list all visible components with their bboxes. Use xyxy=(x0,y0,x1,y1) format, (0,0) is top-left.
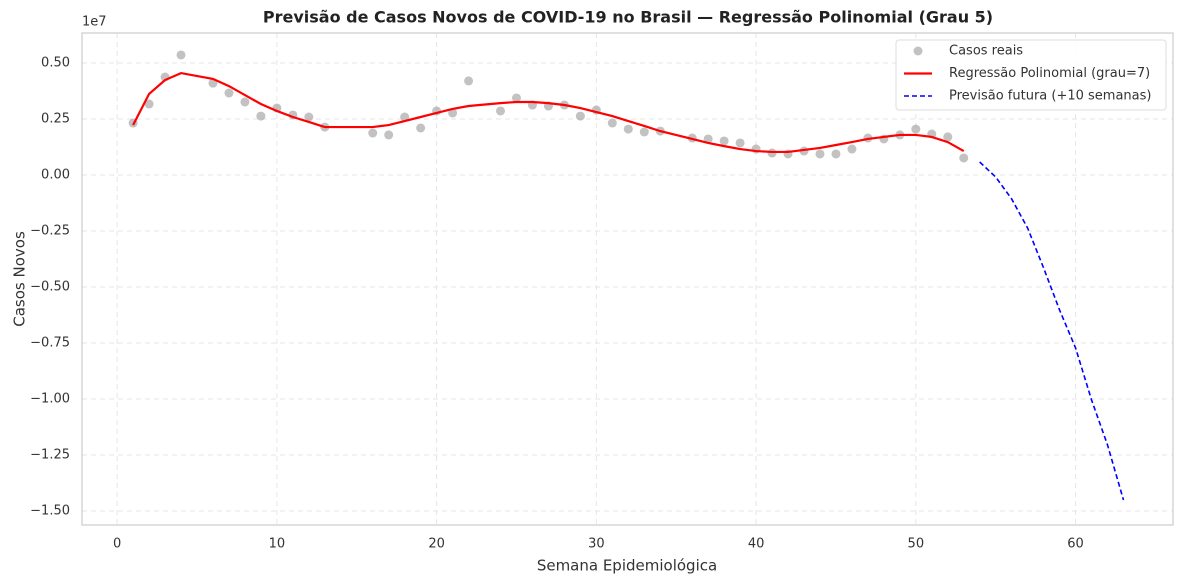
data-point xyxy=(384,130,394,140)
data-point xyxy=(256,111,266,121)
data-point xyxy=(831,149,841,159)
x-tick-label: 0 xyxy=(113,537,121,552)
data-point xyxy=(224,88,234,98)
x-axis-label: Semana Epidemiológica xyxy=(537,557,717,575)
legend-label: Casos reais xyxy=(949,44,1023,59)
x-tick-label: 60 xyxy=(1067,537,1084,552)
y-tick-label: −1.25 xyxy=(30,448,70,463)
data-point xyxy=(943,132,953,142)
data-line xyxy=(132,71,965,154)
data-point xyxy=(416,123,426,133)
data-point xyxy=(607,118,617,128)
x-tick-label: 50 xyxy=(908,537,925,552)
data-point xyxy=(368,128,378,138)
data-point xyxy=(719,136,729,146)
data-point xyxy=(304,112,314,122)
y-axis-label: Casos Novos xyxy=(11,231,29,327)
data-point xyxy=(959,153,969,163)
x-tick-label: 10 xyxy=(269,537,286,552)
legend-label: Previsão futura (+10 semanas) xyxy=(949,89,1151,104)
data-line xyxy=(979,161,1125,501)
data-point xyxy=(703,134,713,144)
data-point xyxy=(847,144,857,154)
x-tick-label: 40 xyxy=(748,537,765,552)
legend-label: Regressão Polinomial (grau=7) xyxy=(949,66,1150,81)
data-point xyxy=(767,148,777,158)
data-point xyxy=(400,112,410,122)
y-tick-label: −0.25 xyxy=(30,224,70,239)
y-offset-label: 1e7 xyxy=(82,15,107,30)
y-tick-label: 0.25 xyxy=(41,112,70,127)
x-tick-label: 20 xyxy=(428,537,445,552)
y-tick-label: −1.00 xyxy=(30,392,70,407)
data-point xyxy=(815,149,825,159)
y-tick-label: −1.50 xyxy=(30,504,70,519)
data-point xyxy=(623,124,633,134)
data-point xyxy=(511,93,521,103)
y-tick-label: −0.50 xyxy=(30,280,70,295)
data-point xyxy=(639,127,649,137)
data-point xyxy=(911,124,921,134)
data-point xyxy=(464,76,474,86)
legend-box xyxy=(895,39,1167,111)
data-point xyxy=(496,106,506,116)
y-tick-label: −0.75 xyxy=(30,336,70,351)
data-point xyxy=(575,111,585,121)
plot-frame xyxy=(81,32,1174,526)
data-point xyxy=(735,138,745,148)
legend-marker xyxy=(913,46,923,56)
x-tick-label: 30 xyxy=(588,537,605,552)
data-point xyxy=(240,97,250,107)
chart-title: Previsão de Casos Novos de COVID-19 no B… xyxy=(263,8,993,27)
data-point xyxy=(144,99,154,109)
y-tick-label: 0.50 xyxy=(41,56,70,71)
data-point xyxy=(176,50,186,60)
y-tick-label: 0.00 xyxy=(41,168,70,183)
data-point xyxy=(448,108,458,118)
